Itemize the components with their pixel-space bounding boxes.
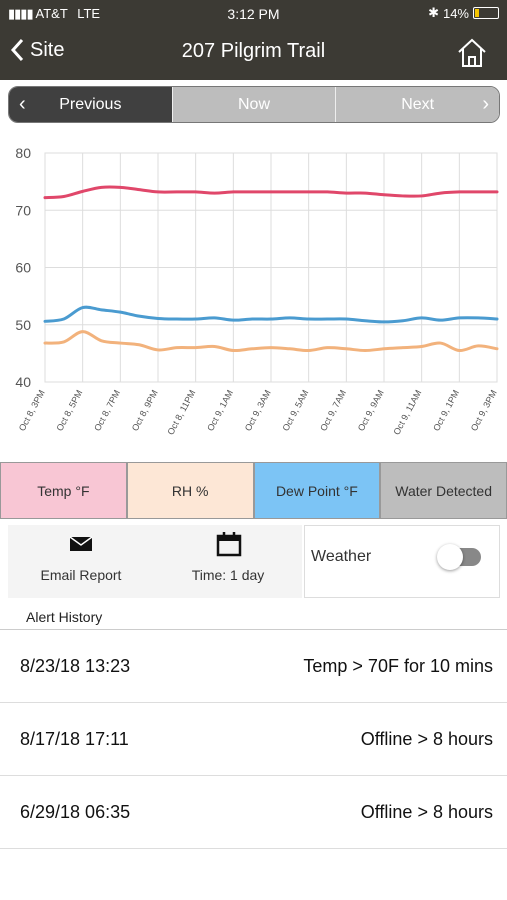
alert-message: Offline > 8 hours: [360, 729, 493, 749]
next-chevron: ›: [482, 93, 490, 115]
alert-row[interactable]: 6/29/18 06:35 Offline > 8 hours: [0, 776, 507, 849]
bluetooth-icon: ✱: [428, 5, 439, 20]
x-tick-label: Oct 9, 11AM: [391, 388, 423, 436]
calendar-icon: [216, 532, 242, 557]
envelope-icon: [69, 536, 93, 551]
y-tick-label: 70: [15, 202, 31, 218]
legend: Temp °F RH % Dew Point °F Water Detected: [0, 462, 507, 519]
carrier-group: ▮▮▮▮ AT&T LTE: [8, 6, 100, 22]
battery-percent: 14%: [442, 5, 469, 21]
back-label: Site: [30, 38, 65, 61]
legend-rh[interactable]: RH %: [126, 462, 254, 519]
x-tick-label: Oct 8, 11PM: [165, 388, 197, 436]
series-line: [43, 305, 499, 324]
back-button[interactable]: Site: [10, 38, 64, 62]
x-tick-label: Oct 9, 1PM: [431, 388, 461, 432]
separator: [0, 629, 507, 630]
y-tick-label: 40: [15, 374, 31, 390]
carrier: AT&T: [35, 6, 68, 21]
weather-panel: Weather: [304, 525, 500, 598]
x-tick-label: Oct 8, 9PM: [130, 388, 160, 432]
alert-message: Temp > 70F for 10 mins: [303, 656, 493, 676]
x-tick-label: Oct 8, 7PM: [92, 388, 122, 432]
legend-temp[interactable]: Temp °F: [0, 462, 127, 519]
segment-label: Previous: [59, 95, 122, 113]
legend-water[interactable]: Water Detected: [380, 462, 507, 519]
x-tick-label: Oct 9, 9AM: [356, 388, 386, 432]
time-label: Time: 1 day: [191, 567, 265, 583]
weather-label: Weather: [311, 548, 372, 565]
y-tick-label: 50: [15, 317, 31, 333]
x-tick-label: Oct 9, 3AM: [243, 388, 273, 432]
series-line: [43, 185, 499, 200]
back-chevron: [10, 38, 24, 62]
header: ▮▮▮▮ AT&T LTE 3:12 PM ✱ 14% Site 207 Pil…: [0, 0, 507, 80]
alert-message: Offline > 8 hours: [360, 802, 493, 822]
x-tick-label: Oct 9, 7AM: [318, 388, 348, 432]
alert-history-title: Alert History: [26, 609, 103, 625]
y-tick-label: 60: [15, 260, 31, 276]
alert-date: 8/17/18 17:11: [20, 729, 129, 749]
home-button[interactable]: [456, 37, 488, 69]
next-button[interactable]: Next ›: [335, 87, 499, 122]
alert-row[interactable]: 8/17/18 17:11 Offline > 8 hours: [0, 703, 507, 776]
now-button[interactable]: Now: [171, 87, 336, 122]
prev-chevron: ‹: [19, 93, 26, 115]
x-tick-label: Oct 9, 5AM: [280, 388, 310, 432]
alert-row[interactable]: 8/23/18 13:23 Temp > 70F for 10 mins: [0, 630, 507, 703]
email-label: Email Report: [40, 567, 122, 583]
signal-icon: ▮▮▮▮: [8, 6, 34, 21]
time-range-button[interactable]: Time: 1 day: [154, 525, 302, 598]
network: LTE: [77, 6, 101, 21]
page-title: 207 Pilgrim Trail: [181, 40, 326, 62]
email-report-button[interactable]: Email Report: [8, 525, 154, 598]
legend-dew-point[interactable]: Dew Point °F: [253, 462, 381, 519]
alert-date: 6/29/18 06:35: [20, 802, 131, 822]
x-tick-label: Oct 9, 1AM: [205, 388, 235, 432]
toggle-knob: [437, 544, 463, 570]
clock: 3:12 PM: [227, 6, 280, 22]
x-tick-label: Oct 8, 3PM: [17, 388, 47, 432]
battery-group: ✱ 14%: [428, 5, 499, 21]
x-tick-label: Oct 9, 3PM: [469, 388, 499, 432]
segment-label: Next: [401, 95, 435, 113]
chart: 40 50 60 70 80 Oct 8, 3PM Oct 8, 5PM Oct 8, 7PM…: [15, 145, 499, 437]
alert-date: 8/23/18 13:23: [20, 656, 131, 676]
series-line: [43, 330, 499, 353]
segment-control: ‹ Previous Now Next ›: [8, 86, 500, 123]
previous-button[interactable]: ‹ Previous: [9, 87, 172, 122]
y-tick-label: 80: [15, 145, 31, 161]
x-tick-label: Oct 8, 5PM: [54, 388, 84, 432]
battery-icon: [473, 7, 499, 19]
segment-label: Now: [238, 95, 271, 113]
weather-toggle[interactable]: [437, 544, 481, 570]
